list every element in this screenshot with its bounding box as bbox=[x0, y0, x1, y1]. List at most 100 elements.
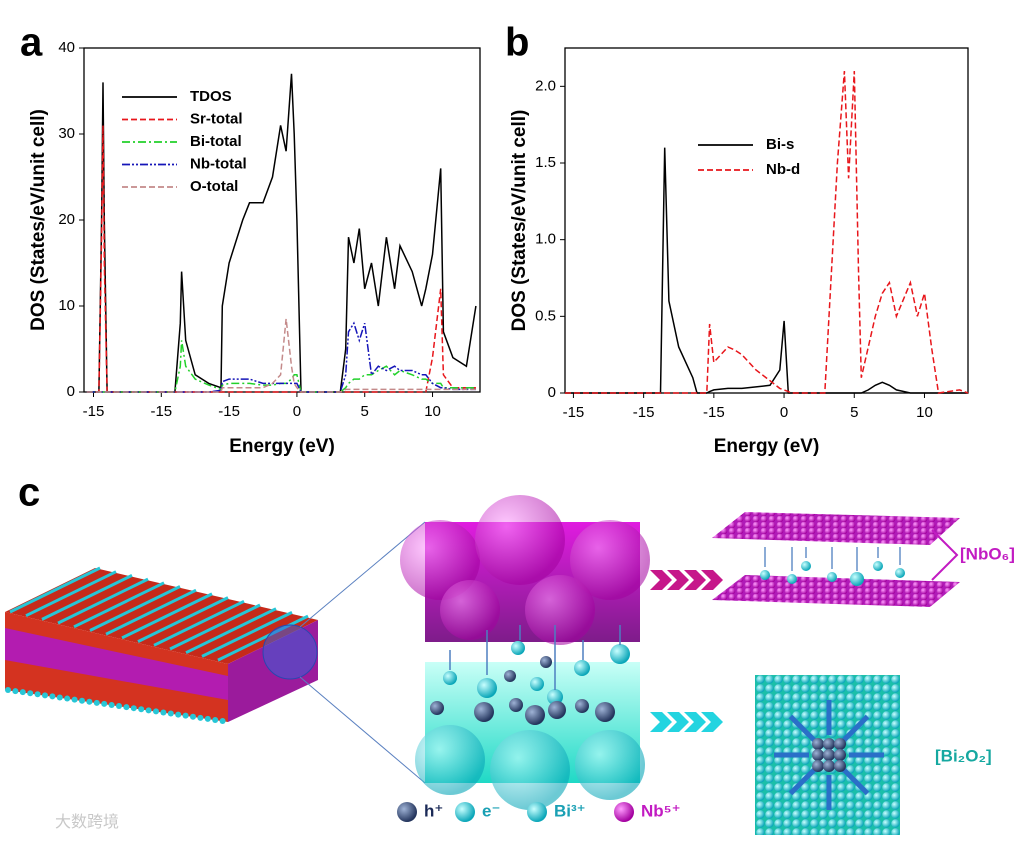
atom bbox=[101, 700, 108, 707]
carrier bbox=[509, 698, 523, 712]
y-tick-label: 1.5 bbox=[535, 154, 556, 171]
legend-label: Bi³⁺ bbox=[554, 801, 586, 820]
chevrons bbox=[650, 570, 723, 732]
zoom-line bbox=[299, 676, 426, 784]
bi2o2-label: [Bi₂O₂] bbox=[935, 746, 992, 765]
hole bbox=[834, 749, 846, 761]
y-tick-label: 0.5 bbox=[535, 307, 556, 324]
bi-sphere bbox=[575, 730, 645, 800]
hole bbox=[812, 738, 824, 750]
atom bbox=[27, 690, 34, 697]
carrier bbox=[547, 689, 563, 705]
chevron bbox=[667, 712, 689, 732]
chevron bbox=[667, 570, 689, 590]
diffusion-arrow bbox=[841, 714, 870, 743]
legend-sphere bbox=[614, 802, 634, 822]
chart: b -15 -15 -15 0 5 10 0 0.5 1.0 1.5 2.0 Energy (eV) DO… bbox=[505, 21, 969, 457]
nbo6-label: [NbO₆] bbox=[960, 544, 1015, 563]
chart: a -15 -15 -15 0 5 10 0 10 20 30 40 Energy (eV) DOS (S… bbox=[20, 21, 481, 457]
nb-sphere bbox=[570, 520, 650, 600]
panel-label: b bbox=[505, 21, 529, 65]
series-line bbox=[86, 321, 476, 393]
illustration: c [NbO₆] [Bi₂O₂] h⁺ e⁻ Bi³⁺ Nb⁵⁺ 大数跨境 bbox=[5, 471, 1015, 835]
bi-row bbox=[9, 566, 101, 614]
legend-label: TDOS bbox=[190, 88, 232, 105]
nb-sphere bbox=[525, 575, 595, 645]
legend-label: Bi-s bbox=[766, 136, 794, 153]
plate-ions bbox=[760, 547, 905, 586]
y-tick-label: 1.0 bbox=[535, 231, 556, 248]
bi-row bbox=[217, 614, 309, 662]
ion bbox=[760, 570, 770, 580]
species-legend: h⁺ e⁻ Bi³⁺ Nb⁵⁺ bbox=[397, 801, 681, 822]
y-axis-label: DOS (States/eV/unit cell) bbox=[28, 109, 49, 331]
atom bbox=[145, 707, 152, 714]
atom bbox=[108, 701, 115, 708]
atom bbox=[130, 705, 137, 712]
x-tick-label: -15 bbox=[633, 404, 655, 421]
y-tick-label: 20 bbox=[58, 211, 75, 228]
x-tick-label: 5 bbox=[361, 403, 369, 420]
carrier bbox=[530, 677, 544, 691]
x-tick-label: -15 bbox=[563, 404, 585, 421]
bi-row bbox=[57, 577, 149, 625]
series-line bbox=[86, 73, 477, 393]
ion bbox=[850, 572, 864, 586]
bracket bbox=[931, 529, 959, 581]
nb-sphere bbox=[400, 520, 480, 600]
atom bbox=[71, 696, 78, 703]
hole bbox=[834, 760, 846, 772]
atom bbox=[167, 710, 174, 717]
bi-row bbox=[25, 570, 117, 618]
atom bbox=[197, 714, 204, 721]
legend-label: h⁺ bbox=[424, 801, 443, 820]
carrier bbox=[525, 705, 545, 725]
atom bbox=[42, 692, 48, 699]
atom bbox=[153, 708, 159, 715]
slab-top bbox=[5, 568, 318, 664]
ion bbox=[787, 574, 797, 584]
bi-row bbox=[169, 603, 261, 651]
nbo6-plate bbox=[712, 575, 960, 607]
zoom-line bbox=[299, 521, 426, 628]
y-tick-label: 0 bbox=[548, 384, 556, 401]
carrier bbox=[610, 644, 630, 664]
bi-row bbox=[105, 588, 197, 636]
legend-label: Nb⁵⁺ bbox=[641, 801, 681, 820]
series-line bbox=[565, 70, 969, 394]
box-spheres bbox=[400, 495, 650, 810]
carrier bbox=[504, 670, 516, 682]
carrier bbox=[474, 702, 494, 722]
nb-sphere bbox=[475, 495, 565, 585]
x-tick-label: 5 bbox=[850, 404, 858, 421]
ion bbox=[827, 572, 837, 582]
nb-sphere bbox=[440, 580, 500, 640]
y-axis-label: DOS (States/eV/unit cell) bbox=[509, 110, 530, 332]
bi-row bbox=[185, 607, 277, 655]
x-tick-label: 0 bbox=[780, 404, 788, 421]
carrier bbox=[430, 701, 444, 715]
x-tick-label: -15 bbox=[83, 403, 105, 420]
diffusion-arrow bbox=[788, 767, 817, 796]
y-tick-label: 10 bbox=[58, 297, 75, 314]
x-axis-label: Energy (eV) bbox=[714, 436, 820, 457]
series-line bbox=[86, 340, 476, 393]
legend-label: Nb-total bbox=[190, 155, 247, 172]
legend-label: Nb-d bbox=[766, 161, 800, 178]
atom bbox=[138, 706, 145, 713]
atom bbox=[12, 688, 19, 695]
atom bbox=[5, 687, 11, 693]
atom bbox=[123, 704, 130, 711]
panel-label: a bbox=[20, 21, 43, 65]
chevron bbox=[701, 570, 723, 590]
x-tick-label: -15 bbox=[218, 403, 240, 420]
bi-sphere bbox=[415, 725, 485, 795]
legend-label: e⁻ bbox=[482, 801, 500, 820]
legend-sphere bbox=[527, 802, 547, 822]
atom bbox=[34, 691, 41, 698]
bi-row bbox=[153, 599, 245, 647]
atom bbox=[49, 693, 56, 700]
chevron bbox=[684, 712, 706, 732]
atom bbox=[64, 695, 71, 702]
